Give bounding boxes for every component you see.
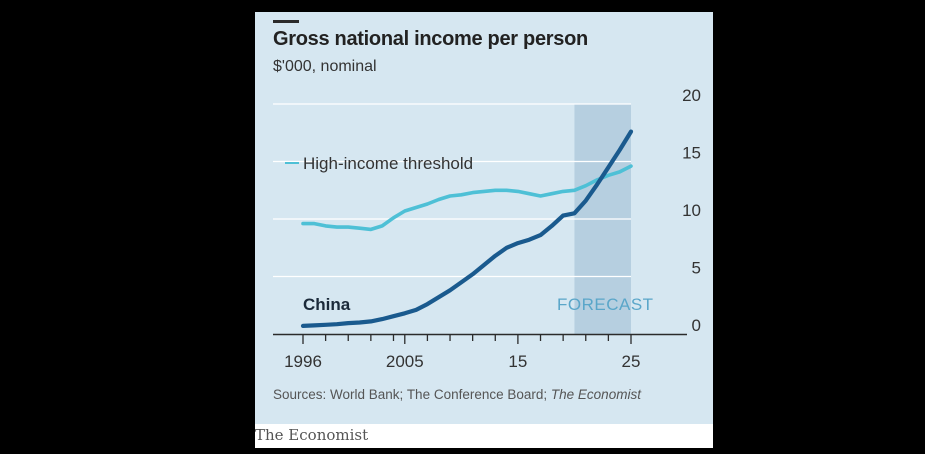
series-line-china (300, 129, 634, 328)
china-series-label: China (303, 295, 351, 314)
y-tick-label-15: 15 (682, 144, 701, 163)
y-tick-label-20: 20 (682, 86, 701, 105)
y-tick-label-5: 5 (692, 259, 701, 278)
chart-panel: 0 5 10 15 20 1996 2005 15 25 High-income threshol… (255, 12, 713, 424)
threshold-series-label: High-income threshold (303, 154, 473, 173)
x-tick-label-2015: 15 (508, 352, 527, 371)
line-chart: 0 5 10 15 20 1996 2005 15 25 High-income threshol… (273, 86, 701, 371)
sources-note: Sources: World Bank; The Conference Boar… (273, 387, 641, 402)
x-tick-label-2025: 25 (622, 352, 641, 371)
y-tick-label-0: 0 (692, 316, 701, 335)
chart-title: Gross national income per person (273, 28, 588, 50)
forecast-label: FORECAST (557, 295, 654, 314)
chart-card: 0 5 10 15 20 1996 2005 15 25 High-income threshol… (255, 12, 713, 448)
sources-italic: The Economist (550, 387, 641, 402)
title-accent-bar (273, 20, 299, 23)
series-line-high-income-threshold (301, 164, 633, 232)
brand-logo: The Economist (255, 426, 369, 444)
x-tick-label-1996: 1996 (284, 352, 322, 371)
sources-text: Sources: World Bank; The Conference Boar… (273, 387, 551, 402)
chart-subtitle: $'000, nominal (273, 58, 377, 75)
y-tick-label-10: 10 (682, 201, 701, 220)
x-tick-label-2005: 2005 (386, 352, 424, 371)
